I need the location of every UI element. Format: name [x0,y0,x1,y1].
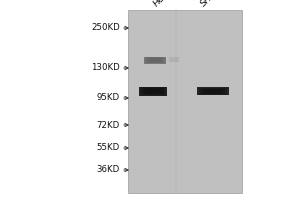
Text: 95KD: 95KD [97,94,120,102]
Bar [139,86,167,96]
Text: HeLa: HeLa [152,0,174,8]
Bar [197,87,229,95]
Text: 130KD: 130KD [91,64,120,72]
Bar [197,87,229,95]
Bar [148,89,158,93]
Bar [152,59,158,61]
Bar [139,86,167,96]
Bar [207,90,219,92]
Bar [141,87,165,95]
Bar [211,90,215,92]
Bar [201,88,225,94]
Bar [146,57,165,63]
Bar [199,88,227,95]
Bar [151,59,159,61]
Bar [203,88,223,94]
Bar [128,10,242,193]
Bar [144,56,166,64]
Bar [205,89,221,93]
Bar [148,58,162,62]
Bar [151,90,155,92]
Bar [147,57,163,63]
Bar [149,90,157,92]
Bar [144,56,166,64]
Bar [144,88,162,94]
Bar [149,58,161,62]
Bar [142,88,164,94]
Bar [209,90,217,92]
Text: 72KD: 72KD [97,120,120,130]
Text: 55KD: 55KD [97,144,120,152]
Text: 36KD: 36KD [97,166,120,174]
Bar [146,89,160,93]
Text: 250KD: 250KD [91,23,120,32]
Bar [169,57,179,62]
Text: SH-SY5Y: SH-SY5Y [199,0,232,8]
